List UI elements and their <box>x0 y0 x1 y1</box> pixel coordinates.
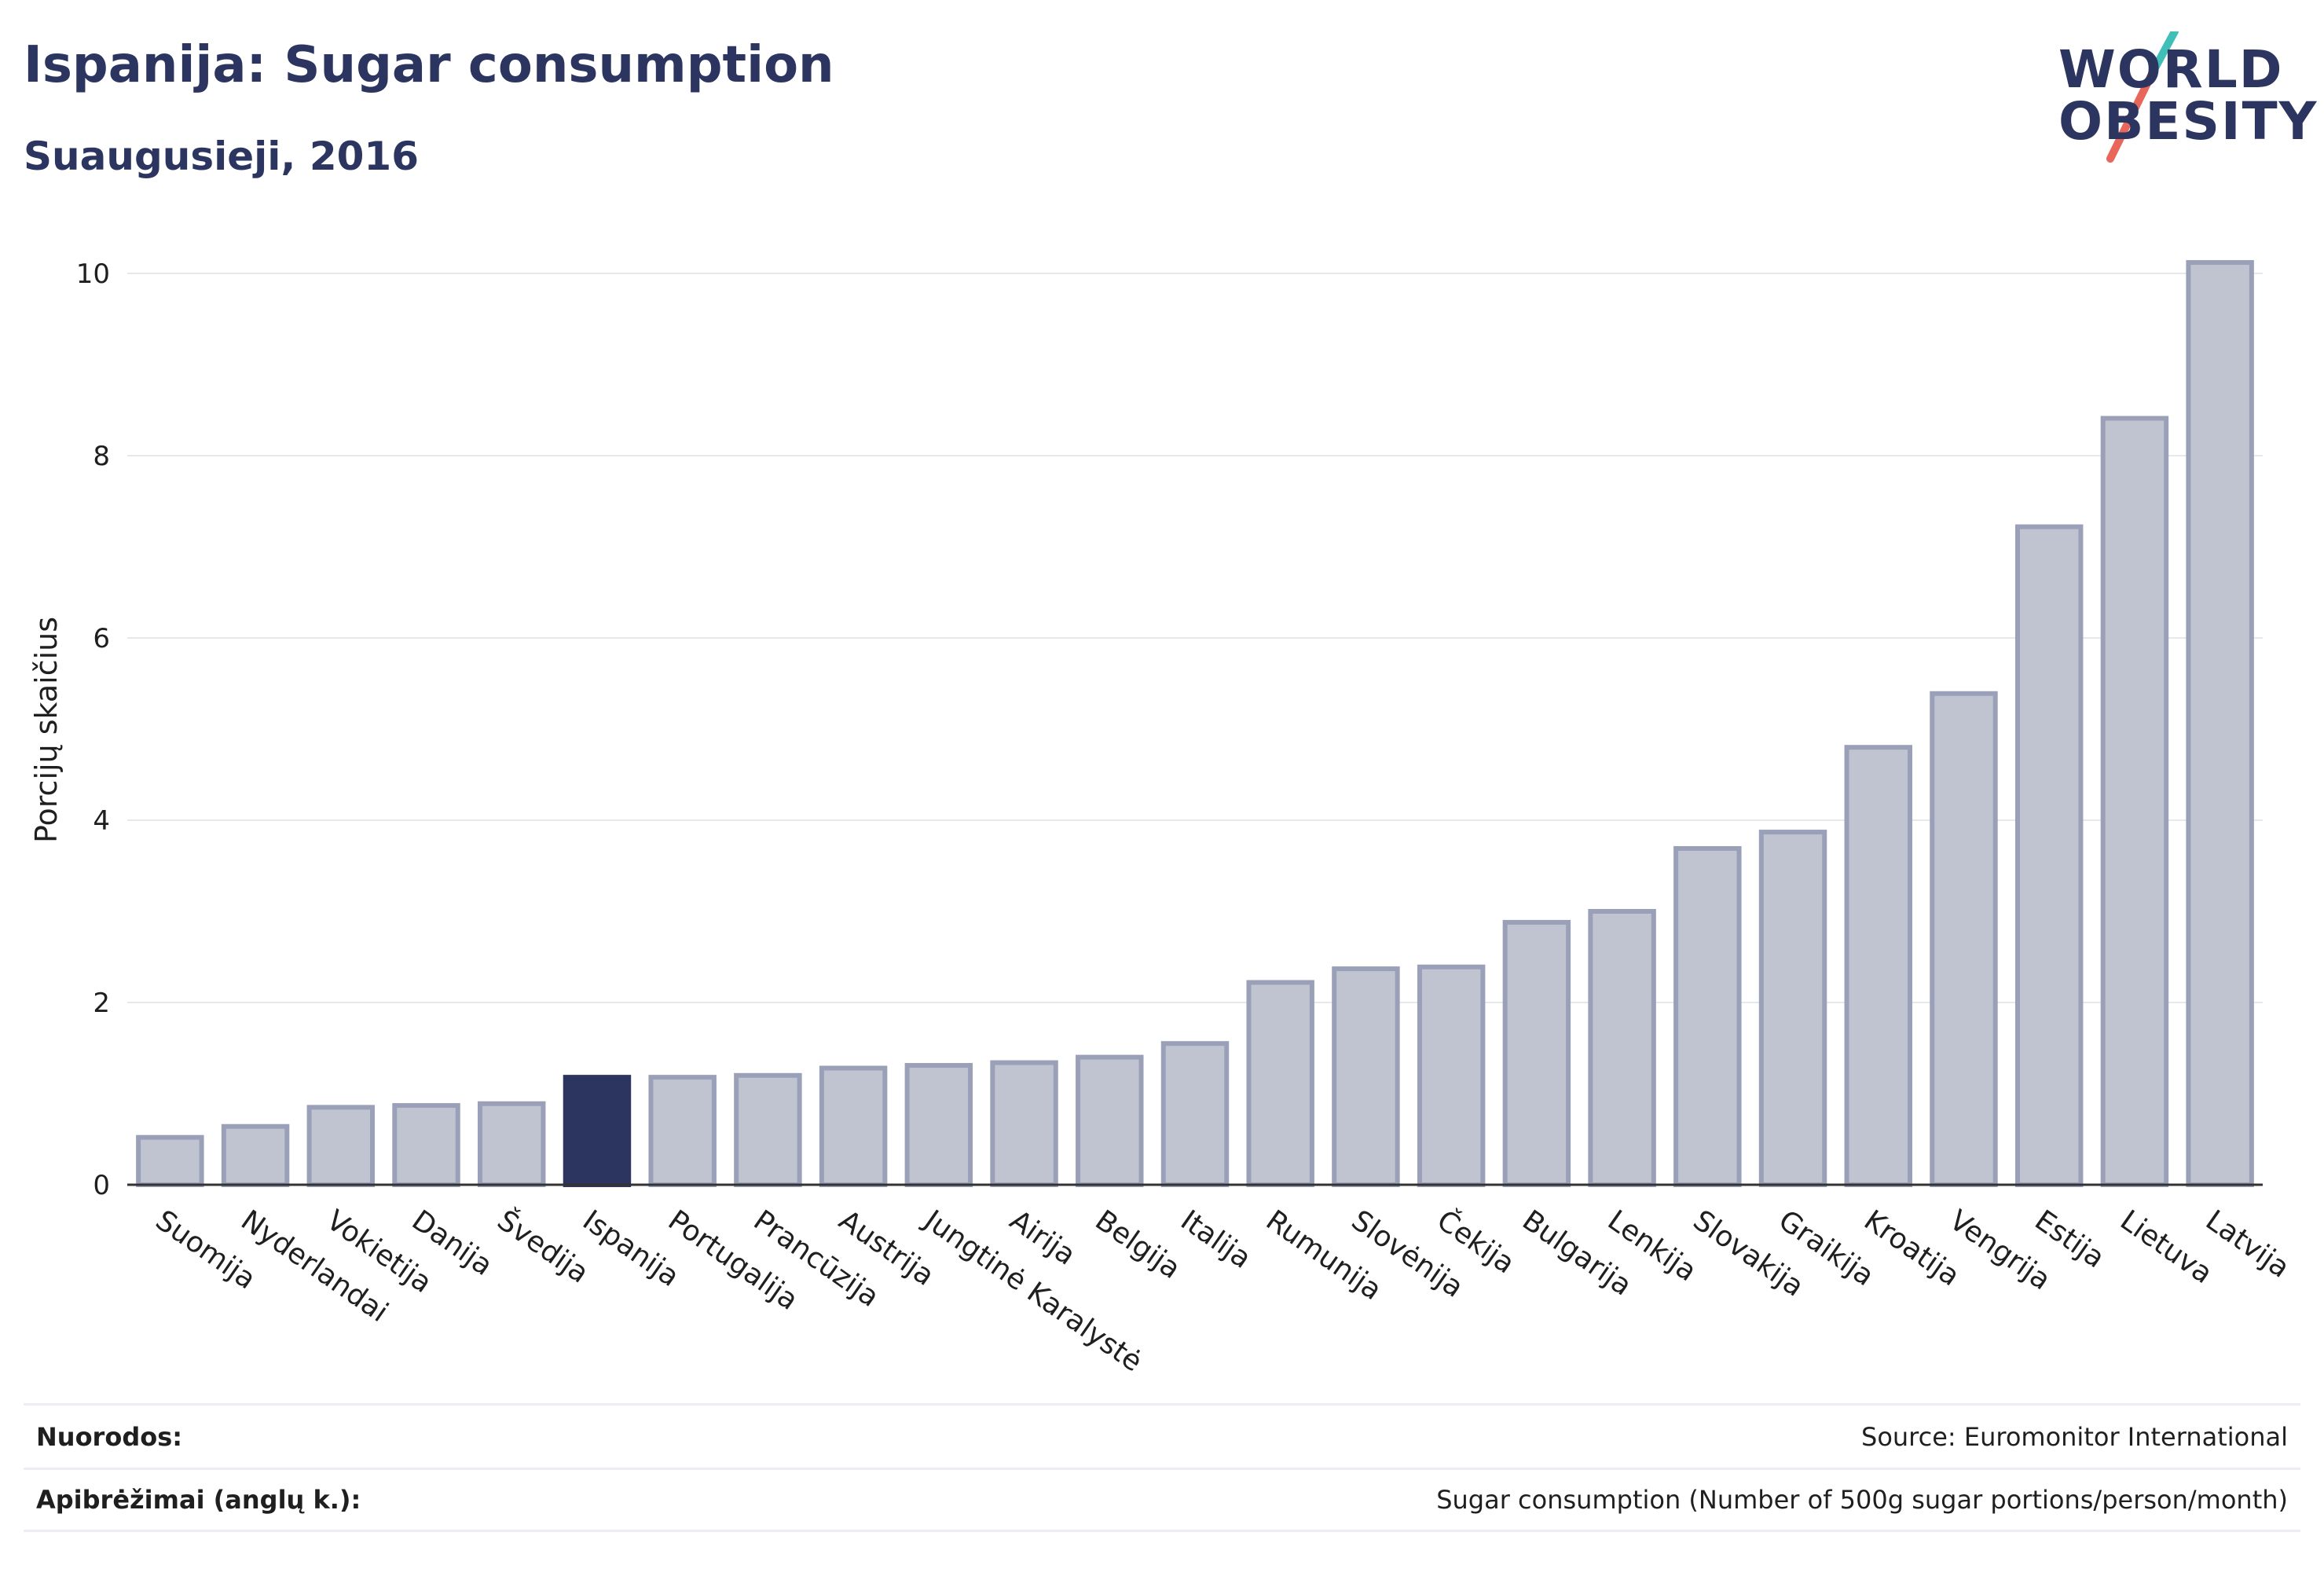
bar-Nyderlandai <box>221 1123 290 1188</box>
chart-title: Ispanija: Sugar consumption <box>24 36 834 94</box>
x-tick-label: Ispanija <box>577 1204 685 1293</box>
definitions-label: Apibrėžimai (anglų k.): <box>36 1485 361 1515</box>
logo-slash-icon <box>2106 31 2179 163</box>
x-tick-label: Nyderlandai <box>235 1204 394 1329</box>
bar-Prancūzija <box>734 1072 802 1188</box>
bar-Lenkija <box>1588 909 1656 1187</box>
bar-Graikija <box>1758 830 1827 1187</box>
bar-Slovėnija <box>1332 966 1400 1187</box>
footer-definitions-row: Apibrėžimai (anglų k.): Sugar consumptio… <box>24 1468 2300 1532</box>
x-tick-label: Švedija <box>491 1204 595 1290</box>
bar-Danija <box>392 1103 460 1187</box>
logo-line2: OBESITY <box>2058 91 2319 152</box>
references-value: Source: Euromonitor International <box>1861 1421 2288 1452</box>
x-tick-label: Belgija <box>1089 1204 1186 1285</box>
bar-Belgija <box>1076 1054 1144 1187</box>
bar-Vokietija <box>306 1105 376 1188</box>
bar-Kroatija <box>1844 745 1912 1187</box>
y-tick-label: 2 <box>93 988 110 1019</box>
bar-Austrija <box>819 1065 888 1188</box>
x-tick-label: Italija <box>1175 1204 1256 1275</box>
bar-Slovakija <box>1673 845 1742 1187</box>
y-tick-label: 8 <box>93 441 110 472</box>
bar-Latvija <box>2186 260 2254 1188</box>
world-obesity-logo: WORLD OBESITY <box>2043 31 2318 173</box>
x-tick-label: Latvija <box>2200 1204 2295 1285</box>
bar-Suomija <box>136 1134 204 1188</box>
y-tick-label: 0 <box>93 1170 110 1201</box>
x-tick-label: Kroatija <box>1858 1204 1965 1293</box>
bar-Rumunija <box>1246 980 1314 1187</box>
definitions-value: Sugar consumption (Number of 500g sugar … <box>1436 1485 2288 1515</box>
logo-line1: WORLD <box>2058 39 2284 100</box>
bar-Bulgarija <box>1502 919 1571 1188</box>
footer-references-row: Nuorodos: Source: Euromonitor Internatio… <box>24 1403 2300 1468</box>
bar-Airija <box>990 1060 1058 1188</box>
x-tick-label: Lietuva <box>2114 1204 2218 1291</box>
bar-Jungtinė Karalystė <box>904 1063 973 1188</box>
bar-Vengrija <box>1930 691 1998 1187</box>
bar-Portugalija <box>648 1075 717 1187</box>
bar-Ispanija <box>563 1075 632 1187</box>
y-axis-label: Porcijų skaičius <box>29 617 64 843</box>
bar-Švedija <box>478 1101 546 1188</box>
bar-Lietuva <box>2100 416 2169 1187</box>
y-tick-label: 6 <box>93 623 110 654</box>
bar-Estija <box>2014 524 2084 1187</box>
y-tick-label: 10 <box>76 258 110 290</box>
y-tick-label: 4 <box>93 805 110 837</box>
bar-Italija <box>1160 1041 1230 1187</box>
references-label: Nuorodos: <box>36 1421 183 1452</box>
chart-subtitle: Suaugusieji, 2016 <box>24 134 419 179</box>
bar-Čekija <box>1417 964 1486 1187</box>
